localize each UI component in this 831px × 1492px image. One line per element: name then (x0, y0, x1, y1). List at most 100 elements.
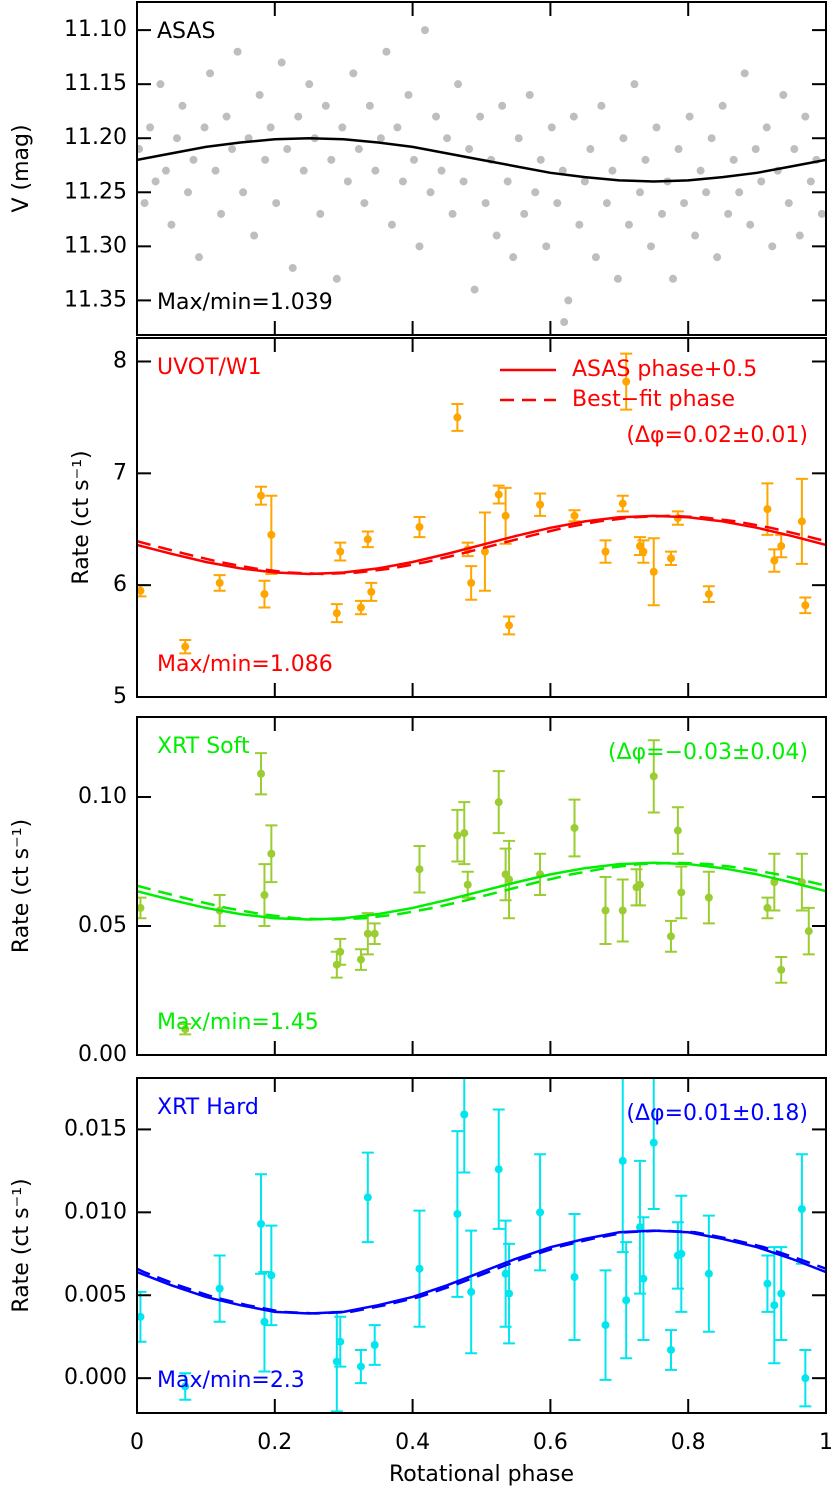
data-point (387, 220, 396, 229)
data-point (465, 145, 474, 154)
y-tick-label: 11.25 (64, 179, 127, 204)
max-min-annotation: Max/min=1.039 (157, 290, 333, 315)
data-point (639, 547, 648, 556)
plot-area (137, 739, 826, 1036)
phase-shift-note: (Δφ=0.02±0.01) (626, 423, 808, 448)
data-point (613, 274, 622, 283)
data-point (363, 929, 372, 938)
data-point (673, 826, 682, 835)
data-point (415, 1264, 424, 1273)
data-point (536, 1208, 545, 1217)
data-point (195, 253, 204, 262)
data-point (393, 123, 402, 132)
data-point (288, 263, 297, 272)
data-point (735, 188, 744, 197)
data-point (536, 500, 545, 509)
x-axis-label: Rotational phase (389, 1462, 574, 1487)
data-point (244, 134, 253, 143)
data-point (260, 590, 269, 599)
data-point (360, 199, 369, 208)
y-tick-label: 11.10 (64, 17, 127, 42)
data-point (558, 166, 567, 175)
data-point (294, 112, 303, 121)
data-point (525, 90, 534, 99)
data-point (777, 542, 786, 551)
data-point (239, 188, 248, 197)
data-point (211, 166, 220, 175)
phase-shift-note: (Δφ=0.01±0.18) (626, 1101, 808, 1126)
data-point (575, 220, 584, 229)
data-point (467, 1287, 476, 1296)
data-point (453, 1209, 462, 1218)
data-point (494, 1165, 503, 1174)
data-point (222, 112, 231, 121)
data-point (183, 188, 192, 197)
data-point (505, 875, 514, 884)
data-point (409, 155, 418, 164)
data-point (459, 177, 468, 186)
plot-area (137, 26, 826, 327)
data-point (531, 188, 540, 197)
data-point (494, 798, 503, 807)
data-point (801, 112, 810, 121)
data-point (707, 134, 716, 143)
data-point (649, 567, 658, 576)
data-point (762, 123, 771, 132)
y-axis-label: Rate (ct s⁻¹) (9, 819, 34, 953)
data-point (217, 209, 226, 218)
axes-frame (136, 1, 827, 336)
data-point (597, 101, 606, 110)
data-point (336, 1337, 345, 1346)
y-tick-label: 6 (113, 572, 127, 597)
data-point (666, 932, 675, 941)
data-point (641, 155, 650, 164)
data-point (691, 231, 700, 240)
data-point (336, 947, 345, 956)
data-point (367, 587, 376, 596)
data-point (272, 199, 281, 208)
data-point (757, 177, 766, 186)
y-tick-label: 11.30 (64, 233, 127, 258)
plot-area (137, 352, 826, 655)
data-point (354, 145, 363, 154)
data-point (770, 556, 779, 565)
data-point (267, 849, 276, 858)
data-point (724, 209, 733, 218)
data-point (167, 220, 176, 229)
data-point (751, 145, 760, 154)
axes-frame (136, 716, 827, 1056)
fit-curve (137, 1229, 826, 1315)
data-point (608, 166, 617, 175)
data-point (137, 903, 145, 912)
data-point (181, 642, 190, 651)
data-point (437, 166, 446, 175)
data-point (178, 101, 187, 110)
data-point (356, 1362, 365, 1371)
data-point (371, 166, 380, 175)
data-point (267, 530, 276, 539)
data-point (801, 601, 810, 610)
data-point (618, 499, 627, 508)
data-point (415, 523, 424, 532)
data-point (790, 145, 799, 154)
data-point (370, 1341, 379, 1350)
data-point (463, 880, 472, 889)
data-point (804, 927, 813, 936)
data-point (454, 80, 463, 89)
data-point (261, 155, 270, 164)
data-point (476, 112, 485, 121)
y-tick-label: 7 (113, 460, 127, 485)
data-point (356, 955, 365, 964)
data-point (382, 47, 391, 56)
data-point (677, 1249, 686, 1258)
data-point (137, 586, 145, 595)
data-point (718, 101, 727, 110)
data-point (669, 274, 678, 283)
data-point (349, 69, 358, 78)
y-tick-label: 11.35 (64, 287, 127, 312)
data-point (161, 166, 170, 175)
data-point (729, 155, 738, 164)
data-point (321, 101, 330, 110)
